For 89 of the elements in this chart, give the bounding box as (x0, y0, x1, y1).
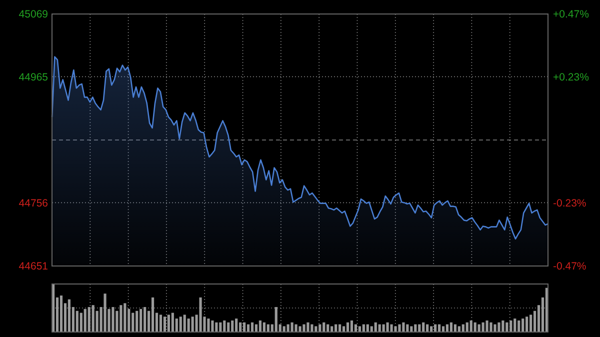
bar (262, 322, 266, 332)
bar (370, 326, 373, 332)
bar (219, 322, 222, 332)
bar (112, 307, 114, 332)
bar (394, 326, 397, 332)
bar (402, 322, 405, 332)
y2-tick-label: +0.23% (553, 71, 589, 84)
bar (494, 324, 496, 332)
bar (274, 307, 278, 332)
bar (374, 322, 377, 332)
y-tick-label: 44651 (18, 260, 48, 273)
bar (522, 318, 524, 332)
bar (458, 326, 460, 332)
bar (250, 322, 254, 332)
bar (124, 303, 126, 332)
bar (390, 324, 393, 332)
bar (430, 326, 433, 332)
bar (243, 322, 246, 332)
bar (223, 320, 226, 332)
bar (314, 326, 318, 332)
bar (231, 320, 234, 332)
bar (290, 322, 294, 332)
bar (144, 307, 146, 332)
bar (151, 297, 154, 332)
y-tick-label: 44756 (18, 197, 48, 210)
y2-tick-label: -0.47% (553, 260, 586, 273)
bar (183, 314, 186, 332)
bar (159, 314, 162, 332)
y2-tick-label: +0.47% (553, 8, 589, 21)
bar (80, 312, 82, 332)
bar (490, 322, 492, 332)
bar (258, 320, 262, 332)
bar (167, 314, 170, 332)
bar (298, 326, 302, 332)
bar (358, 326, 361, 332)
bar (60, 296, 63, 332)
bar (526, 316, 528, 332)
bar (120, 305, 122, 332)
bar (410, 326, 413, 332)
bar (506, 322, 508, 332)
bar (140, 308, 142, 332)
bar (502, 320, 504, 332)
bar (306, 322, 310, 332)
bar (207, 318, 210, 332)
y-tick-label: 44965 (18, 71, 48, 84)
bar (179, 316, 182, 332)
bar (191, 316, 194, 332)
bar (450, 322, 452, 332)
bar (132, 312, 134, 332)
bar (282, 326, 286, 332)
bar (76, 310, 78, 332)
bar (466, 322, 468, 332)
y-tick-label: 45069 (18, 8, 48, 21)
bar (88, 307, 90, 332)
bar (486, 320, 488, 332)
bar (68, 299, 71, 332)
bar (398, 324, 401, 332)
bar (294, 324, 298, 332)
bar (510, 320, 512, 332)
bar (302, 324, 306, 332)
bar (422, 322, 425, 332)
bar (498, 322, 500, 332)
bar (163, 316, 166, 332)
bar (529, 314, 532, 332)
bar (227, 322, 230, 332)
bar (239, 322, 242, 332)
bar (215, 322, 218, 332)
bar (330, 326, 334, 332)
bar (322, 322, 326, 332)
bar (171, 312, 174, 332)
bar (235, 318, 238, 332)
bar (482, 322, 484, 332)
bar (199, 297, 202, 332)
bar (136, 310, 138, 332)
y2-tick-label: -0.23% (553, 197, 586, 210)
bar (514, 318, 516, 332)
bar (84, 308, 86, 332)
bar (92, 305, 94, 332)
bar (470, 320, 472, 332)
bar (104, 294, 106, 332)
bar (342, 326, 346, 332)
bar (386, 322, 389, 332)
bar (211, 320, 214, 332)
bar (350, 320, 354, 332)
bar (442, 326, 445, 332)
bar (187, 318, 190, 332)
bar (474, 322, 476, 332)
bar (346, 322, 350, 332)
bar (518, 320, 520, 332)
